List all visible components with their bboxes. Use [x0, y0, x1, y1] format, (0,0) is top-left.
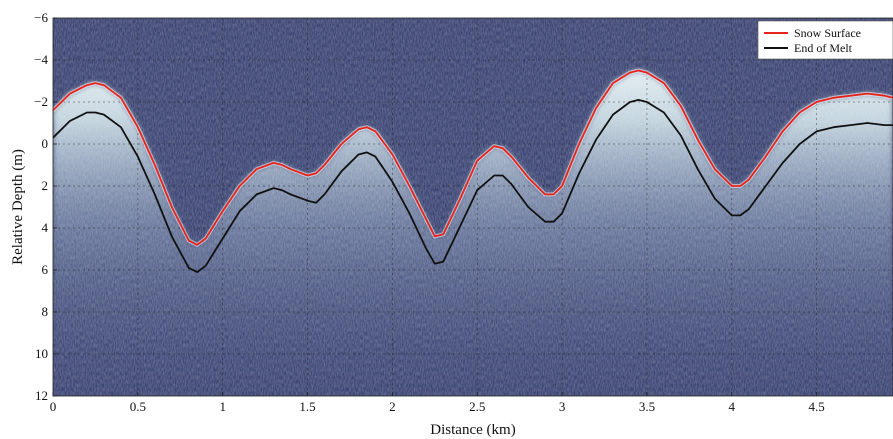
- y-tick-label: 12: [35, 388, 48, 403]
- legend-label: End of Melt: [794, 41, 853, 55]
- legend-label: Snow Surface: [794, 26, 861, 40]
- x-tick-label: 2.5: [469, 399, 485, 414]
- y-tick-label: 0: [42, 136, 49, 151]
- axes: 0 0.5 1 1.5 2 2.5 3 3.5 4 4.5 −6 −4 −2 0 2 4 6 8 10 12 Dista…: [10, 10, 893, 438]
- plot-background: [53, 18, 893, 396]
- x-tick-label: 1: [219, 399, 226, 414]
- snow-surface-line: [53, 69, 893, 246]
- x-tick-label: 0.5: [130, 399, 146, 414]
- y-tick-label: 6: [42, 262, 49, 277]
- y-tick-label: 10: [35, 346, 48, 361]
- y-tick-label: 2: [42, 178, 49, 193]
- radar-noise-texture: [53, 18, 893, 396]
- x-tick-label: 3.5: [639, 399, 655, 414]
- x-tick-label: 4.5: [809, 399, 825, 414]
- legend-box: [757, 20, 893, 60]
- x-axis-title: Distance (km): [430, 422, 515, 438]
- x-tick-label: 3: [559, 399, 566, 414]
- y-tick-label: 4: [42, 220, 49, 235]
- x-tick-label: 1.5: [299, 399, 315, 414]
- x-tick-label: 0: [50, 399, 57, 414]
- end-of-melt-line: [53, 99, 893, 273]
- x-tick-label: 4: [729, 399, 736, 414]
- y-tick-label: −2: [34, 94, 48, 109]
- series-lines: [53, 68, 893, 273]
- x-tick-label: 2: [389, 399, 396, 414]
- y-axis-title: Relative Depth (m): [10, 149, 26, 265]
- y-tick-label: 8: [42, 304, 49, 319]
- y-tick-label: −6: [34, 10, 48, 25]
- y-tick-label: −4: [34, 52, 48, 67]
- plot-frame: [52, 17, 893, 397]
